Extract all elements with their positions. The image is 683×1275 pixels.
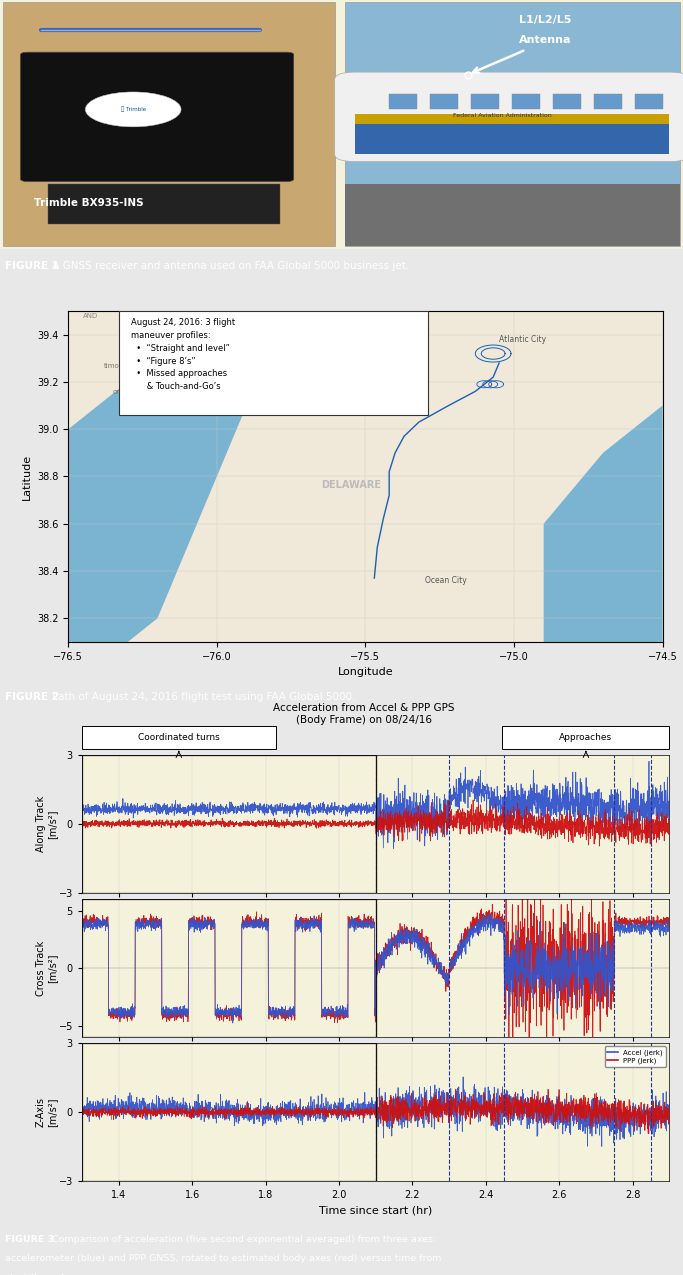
Text: Path of August 24, 2016 flight test using FAA Global 5000.: Path of August 24, 2016 flight test usin… — [49, 692, 356, 703]
Text: Trimble BX935-INS: Trimble BX935-INS — [34, 198, 144, 208]
FancyBboxPatch shape — [3, 3, 335, 246]
Text: Antenna: Antenna — [519, 34, 572, 45]
Text: ⌖ Trimble: ⌖ Trimble — [121, 107, 145, 112]
Text: A GNSS receiver and antenna used on FAA Global 5000 business jet.: A GNSS receiver and antenna used on FAA … — [49, 261, 409, 272]
Bar — [512, 94, 540, 110]
Text: FIGURE 2: FIGURE 2 — [5, 692, 59, 703]
FancyBboxPatch shape — [20, 52, 294, 181]
FancyBboxPatch shape — [345, 3, 680, 246]
Circle shape — [85, 92, 181, 126]
Bar — [430, 94, 458, 110]
Text: start (hours).: start (hours). — [5, 1272, 68, 1275]
Bar — [345, 184, 680, 246]
Text: Comparison of acceleration (five second exponential averaged) from three axes:: Comparison of acceleration (five second … — [49, 1235, 436, 1244]
Bar — [471, 94, 499, 110]
Bar — [389, 94, 417, 110]
Text: accelerometer (blue) and PPP GNSS, rotated to estimated body axes (red) versus t: accelerometer (blue) and PPP GNSS, rotat… — [5, 1255, 442, 1264]
Bar — [355, 115, 669, 125]
Bar — [355, 125, 669, 154]
Bar — [553, 94, 581, 110]
Text: FIGURE 1: FIGURE 1 — [5, 261, 59, 272]
FancyBboxPatch shape — [335, 73, 683, 162]
Text: Federal Aviation Administration: Federal Aviation Administration — [453, 113, 551, 119]
Bar — [594, 94, 622, 110]
Bar — [635, 94, 663, 110]
Text: FIGURE 3: FIGURE 3 — [5, 1235, 55, 1244]
FancyBboxPatch shape — [48, 184, 280, 224]
Text: L1/L2/L5: L1/L2/L5 — [519, 15, 572, 26]
